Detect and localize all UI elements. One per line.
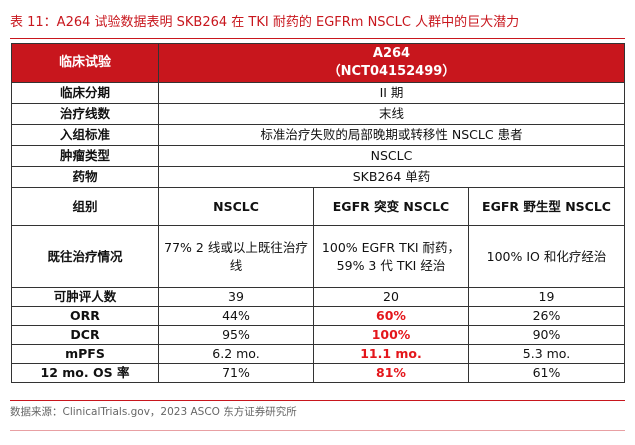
row-label: 肿瘤类型 [11, 145, 159, 167]
row-value: 末线 [157, 103, 626, 125]
table-row: DCR 95% 100% 90% [11, 325, 626, 345]
table-title: 表 11：A264 试验数据表明 SKB264 在 TKI 耐药的 EGFRm … [10, 15, 520, 30]
prior-treatment-row: 既往治疗情况 77% 2 线或以上既往治疗线 100% EGFR TKI 耐药，… [11, 225, 626, 288]
header-row: 临床试验 A264 （NCT04152499） [11, 43, 626, 83]
header-trial: A264 （NCT04152499） [157, 43, 626, 83]
row-label: 既往治疗情况 [11, 225, 159, 288]
row-label: 治疗线数 [11, 103, 159, 125]
group-header: EGFR 野生型 NSCLC [467, 187, 626, 226]
metric-cell: 61% [467, 363, 626, 383]
metric-cell: 44% [158, 306, 314, 326]
table-row: 可肿评人数 39 20 19 [11, 287, 626, 307]
clinical-trial-table: 临床试验 A264 （NCT04152499） 临床分期 II 期 治疗线数 末… [11, 43, 626, 383]
bottom-divider [10, 430, 625, 431]
metric-cell: 20 [313, 287, 469, 307]
metric-cell-highlight: 60% [313, 306, 469, 326]
group-row: 组别 NSCLC EGFR 突变 NSCLC EGFR 野生型 NSCLC [11, 187, 626, 226]
row-label: 组别 [11, 187, 159, 226]
table-row: mPFS 6.2 mo. 11.1 mo. 5.3 mo. [11, 344, 626, 364]
metric-cell-highlight: 81% [313, 363, 469, 383]
group-header: EGFR 突变 NSCLC [313, 187, 469, 226]
row-value: II 期 [157, 82, 626, 104]
table-row: 治疗线数 末线 [11, 103, 626, 125]
row-label: 临床分期 [11, 82, 159, 104]
table-row: 药物 SKB264 单药 [11, 166, 626, 188]
metric-cell: 95% [158, 325, 314, 345]
row-label: 药物 [11, 166, 159, 188]
trial-name: A264 [372, 46, 411, 61]
metric-cell: 5.3 mo. [467, 344, 626, 364]
prior-treatment-cell: 77% 2 线或以上既往治疗线 [158, 225, 314, 288]
trial-id: （NCT04152499） [327, 64, 456, 79]
metric-cell: 39 [158, 287, 314, 307]
row-value: 标准治疗失败的局部晚期或转移性 NSCLC 患者 [157, 124, 626, 146]
source-note: 数据来源：ClinicalTrials.gov，2023 ASCO 东方证券研究… [10, 406, 297, 418]
footer-divider [10, 400, 625, 401]
group-header: NSCLC [158, 187, 314, 226]
row-value: NSCLC [157, 145, 626, 167]
table-row: 入组标准 标准治疗失败的局部晚期或转移性 NSCLC 患者 [11, 124, 626, 146]
header-label: 临床试验 [11, 43, 159, 83]
table-row: 肿瘤类型 NSCLC [11, 145, 626, 167]
row-label: 可肿评人数 [11, 287, 159, 307]
row-value: SKB264 单药 [157, 166, 626, 188]
table-row: 12 mo. OS 率 71% 81% 61% [11, 363, 626, 383]
title-divider [10, 38, 625, 39]
metric-cell-highlight: 100% [313, 325, 469, 345]
metric-cell-highlight: 11.1 mo. [313, 344, 469, 364]
row-label: 入组标准 [11, 124, 159, 146]
row-label: 12 mo. OS 率 [11, 363, 159, 383]
row-label: DCR [11, 325, 159, 345]
prior-treatment-cell: 100% EGFR TKI 耐药，59% 3 代 TKI 经治 [313, 225, 469, 288]
metric-cell: 71% [158, 363, 314, 383]
row-label: mPFS [11, 344, 159, 364]
table-row: ORR 44% 60% 26% [11, 306, 626, 326]
prior-treatment-cell: 100% IO 和化疗经治 [467, 225, 626, 288]
table-row: 临床分期 II 期 [11, 82, 626, 104]
metric-cell: 90% [467, 325, 626, 345]
metric-cell: 6.2 mo. [158, 344, 314, 364]
metric-cell: 19 [467, 287, 626, 307]
row-label: ORR [11, 306, 159, 326]
metric-cell: 26% [467, 306, 626, 326]
